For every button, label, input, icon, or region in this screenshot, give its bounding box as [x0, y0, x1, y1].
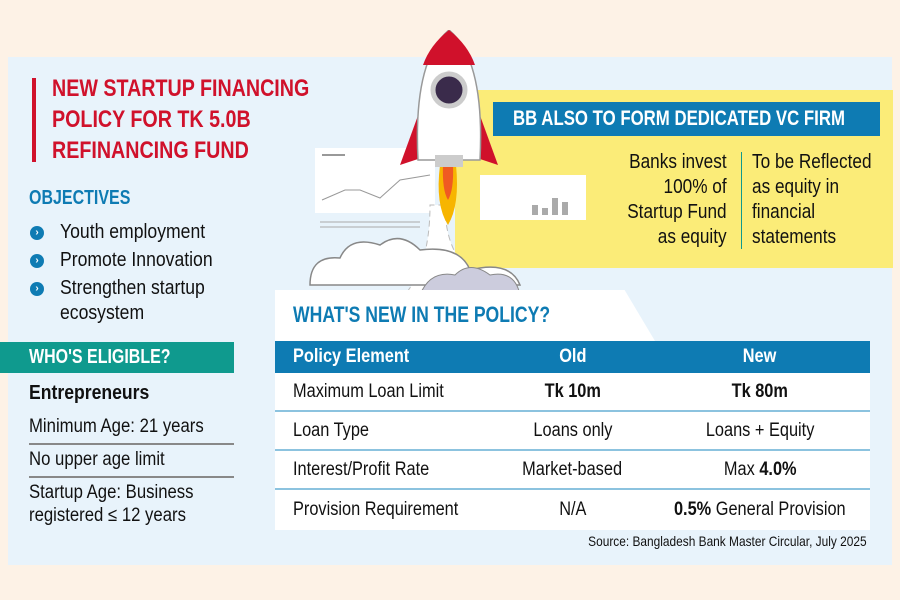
table-row: Interest/Profit Rate Market-based Max 4.… — [275, 451, 870, 490]
vc-firm-left-text: Banks invest 100% of Startup Fund as equity — [627, 151, 727, 248]
cell-element: Maximum Loan Limit — [293, 380, 444, 402]
column-header: Policy Element — [293, 346, 410, 367]
cell-element: Loan Type — [293, 419, 370, 441]
vc-firm-heading-bar: BB ALSO TO FORM DEDICATED VC FIRM — [493, 102, 880, 136]
eligibility-heading-bar: WHO'S ELIGIBLE? — [0, 342, 234, 373]
chevron-right-icon: › — [30, 254, 44, 268]
title-line: REFINANCING FUND — [52, 137, 249, 164]
objective-item: › Promote Innovation — [28, 248, 268, 273]
cell-new: Loans + Equity — [705, 419, 815, 441]
eligibility-item: Minimum Age: 21 years — [29, 412, 234, 445]
title-line: POLICY FOR TK 5.0B — [52, 106, 251, 133]
eligibility-subheading: Entrepreneurs — [29, 382, 150, 404]
policy-table: Policy Element Old New Maximum Loan Limi… — [275, 341, 870, 530]
rocket-illustration — [309, 30, 586, 301]
eligibility-list: Entrepreneurs Minimum Age: 21 years No u… — [29, 378, 234, 532]
table-row: Loan Type Loans only Loans + Equity — [275, 412, 870, 451]
cell-old: Loans only — [532, 419, 613, 441]
column-header: Old — [558, 346, 587, 367]
vc-firm-divider — [741, 152, 742, 249]
source-note: Source: Bangladesh Bank Master Circular,… — [588, 533, 867, 549]
objectives-list: › Youth employment › Promote Innovation … — [28, 220, 268, 329]
eligibility-item: No upper age limit — [29, 445, 234, 478]
column-header: New — [743, 346, 777, 367]
title-line: NEW STARTUP FINANCING — [52, 75, 310, 102]
cell-old: Market-based — [522, 458, 623, 480]
table-row: Provision Requirement N/A 0.5% General P… — [275, 490, 870, 530]
cell-new: Tk 80m — [731, 380, 789, 402]
table-row: Maximum Loan Limit Tk 10m Tk 80m — [275, 373, 870, 412]
vc-firm-right-text: To be Reflected as equity in financial stat… — [752, 151, 872, 248]
bar-card-illustration — [480, 175, 530, 220]
cell-element: Provision Requirement — [293, 499, 459, 520]
table-header-row: Policy Element Old New — [275, 341, 870, 373]
chevron-right-icon: › — [30, 226, 44, 240]
policy-table-heading-tab: WHAT'S NEW IN THE POLICY? — [275, 290, 655, 341]
vc-firm-heading: BB ALSO TO FORM DEDICATED VC FIRM — [513, 107, 845, 130]
eligibility-item: Startup Age: Business registered ≤ 12 yea… — [29, 482, 194, 526]
objective-item: › Strengthen startup ecosystem — [28, 276, 268, 326]
cell-new: Max 4.0% — [723, 458, 797, 480]
cell-old: Tk 10m — [544, 380, 601, 402]
porthole-icon — [430, 71, 468, 109]
cell-element: Interest/Profit Rate — [293, 458, 430, 480]
title-accent-bar — [32, 78, 36, 162]
policy-table-heading: WHAT'S NEW IN THE POLICY? — [293, 302, 551, 327]
objective-item: › Youth employment — [28, 220, 268, 245]
objectives-heading: OBJECTIVES — [29, 187, 131, 209]
cell-old: N/A — [558, 499, 587, 520]
chevron-right-icon: › — [30, 282, 44, 296]
eligibility-heading: WHO'S ELIGIBLE? — [29, 346, 171, 368]
cell-new: 0.5% General Provision — [674, 499, 846, 520]
